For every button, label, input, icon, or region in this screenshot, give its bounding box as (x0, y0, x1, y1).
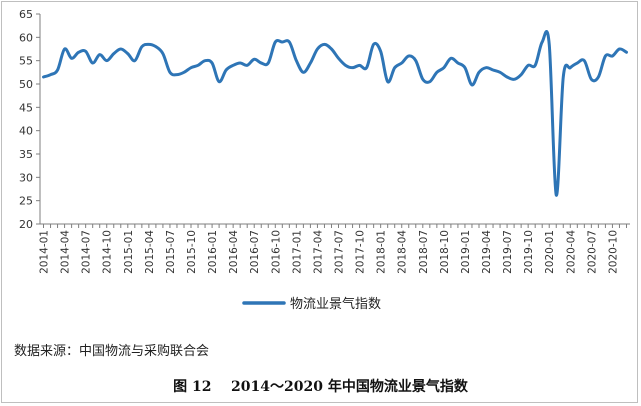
x-tick-label: 2020-01 (544, 230, 556, 274)
series-line-logistics-index (42, 29, 628, 197)
x-tick-label: 2014-04 (60, 230, 72, 274)
y-tick-label: 60 (19, 31, 33, 44)
x-tick-label: 2018-10 (439, 230, 451, 274)
y-tick-label: 25 (19, 195, 33, 208)
x-tick-label: 2018-01 (376, 230, 388, 274)
x-tick-label: 2017-01 (291, 230, 303, 274)
legend: 物流业景气指数 (242, 296, 381, 312)
axes (36, 13, 630, 228)
x-tick-label: 2016-01 (207, 230, 219, 274)
x-tick-label: 2014-01 (39, 230, 51, 274)
x-tick-label: 2014-07 (81, 230, 93, 274)
y-tick-label: 20 (19, 218, 33, 231)
y-tick-label: 40 (19, 125, 33, 138)
x-tick-label: 2018-07 (418, 230, 430, 274)
x-tick-label: 2015-07 (165, 230, 177, 274)
x-tick-label: 2015-10 (186, 230, 198, 274)
x-tick-label: 2016-10 (270, 230, 282, 274)
x-tick-label: 2016-07 (249, 230, 261, 274)
y-tick-label: 45 (19, 101, 33, 114)
x-tick-label: 2017-10 (355, 230, 367, 274)
legend-label: 物流业景气指数 (290, 296, 381, 312)
y-tick-label: 50 (19, 78, 33, 91)
y-tick-label: 65 (19, 8, 33, 21)
x-tick-label: 2015-01 (123, 230, 135, 274)
x-tick-label: 2019-01 (460, 230, 472, 274)
x-tick-label: 2014-10 (102, 230, 114, 274)
y-tick-label: 30 (19, 171, 33, 184)
figure-caption: 图 12 2014～2020 年中国物流业景气指数 (173, 379, 468, 395)
x-tick-label: 2020-07 (586, 230, 598, 274)
x-tick-label: 2020-10 (607, 230, 619, 274)
x-tick-label: 2018-04 (397, 230, 409, 274)
y-tick-label: 35 (19, 148, 33, 161)
x-tick-label: 2020-04 (565, 230, 577, 274)
x-tick-label: 2019-07 (502, 230, 514, 274)
tick-labels: 20 25 30 35 40 45 50 55 60 65 2014-01 2014-04 2014-0… (19, 8, 619, 274)
x-tick-label: 2017-04 (312, 230, 324, 274)
x-tick-label: 2019-04 (481, 230, 493, 274)
x-tick-label: 2017-07 (334, 230, 346, 274)
x-tick-label: 2019-10 (523, 230, 535, 274)
x-tick-label: 2016-04 (228, 230, 240, 274)
data-source-note: 数据来源：中国物流与采购联合会 (14, 344, 210, 359)
y-tick-label: 55 (19, 55, 33, 68)
x-tick-label: 2015-04 (144, 230, 156, 274)
